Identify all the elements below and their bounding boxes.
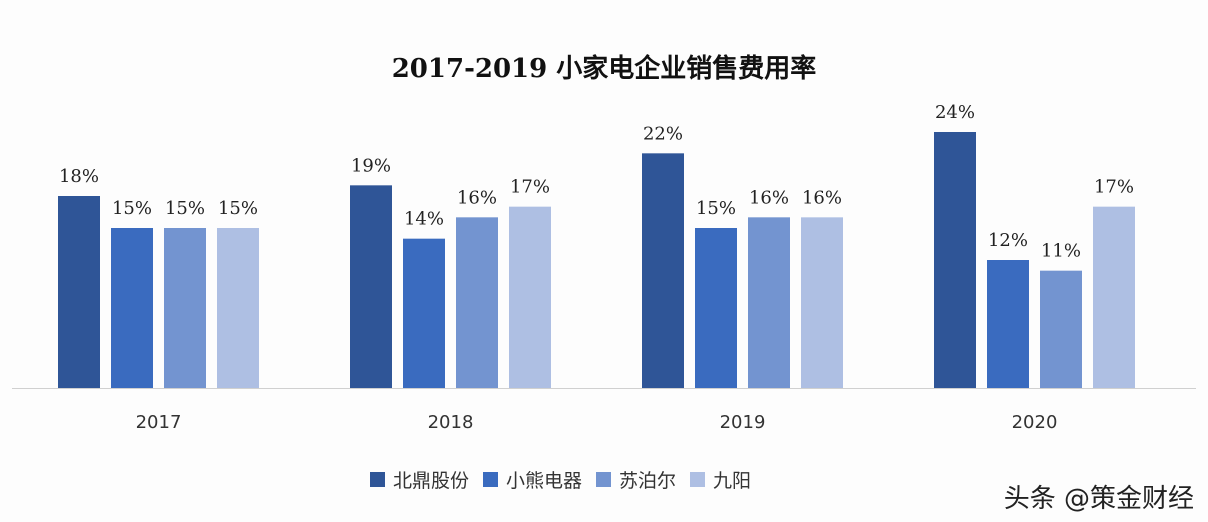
bar [695, 228, 737, 388]
legend-swatch [596, 472, 612, 487]
data-label: 16% [802, 187, 842, 208]
data-label: 16% [749, 187, 789, 208]
legend-item: 北鼎股份 [370, 466, 469, 493]
data-label: 16% [457, 187, 497, 208]
x-tick-label: 2019 [720, 412, 766, 433]
bar [509, 206, 551, 388]
legend-item: 九阳 [690, 466, 751, 493]
data-label: 15% [165, 198, 205, 219]
data-label: 14% [404, 209, 444, 230]
legend-swatch [370, 472, 385, 487]
data-label: 15% [112, 198, 152, 219]
data-label: 24% [935, 102, 975, 123]
data-label: 22% [643, 123, 683, 144]
legend-label: 九阳 [713, 470, 752, 492]
bar [801, 217, 843, 388]
bar [987, 260, 1029, 388]
legend: 北鼎股份 小熊电器 苏泊尔 九阳 [370, 466, 751, 493]
data-label: 19% [351, 155, 391, 176]
data-label: 11% [1041, 241, 1081, 262]
legend-label: 苏泊尔 [619, 470, 677, 492]
bar [217, 228, 259, 388]
bar [642, 153, 684, 388]
x-tick-label: 2018 [428, 412, 474, 433]
chart-title: 2017-2019 小家电企业销售费用率 [391, 54, 817, 84]
bar [748, 217, 790, 388]
data-label: 12% [988, 230, 1028, 251]
watermark: 头条 @策金财经 [1003, 484, 1194, 514]
bar [1040, 270, 1082, 388]
legend-label: 小熊电器 [506, 470, 583, 492]
legend-label: 北鼎股份 [393, 470, 470, 492]
bar [58, 196, 100, 388]
bar [111, 228, 153, 388]
data-label: 17% [510, 177, 550, 198]
data-label: 15% [696, 198, 736, 219]
legend-item: 小熊电器 [483, 466, 582, 493]
data-label: 15% [218, 198, 258, 219]
legend-swatch [483, 472, 499, 487]
legend-swatch [690, 472, 706, 487]
data-label: 18% [59, 166, 99, 187]
bar [350, 185, 392, 388]
x-tick-label: 2020 [1012, 412, 1058, 433]
data-label: 17% [1094, 177, 1134, 198]
x-tick-label: 2017 [136, 412, 182, 433]
bar [403, 238, 445, 388]
legend-item: 苏泊尔 [596, 466, 676, 493]
bar [934, 132, 976, 388]
bar [456, 217, 498, 388]
bar [164, 228, 206, 388]
bar [1093, 206, 1135, 388]
